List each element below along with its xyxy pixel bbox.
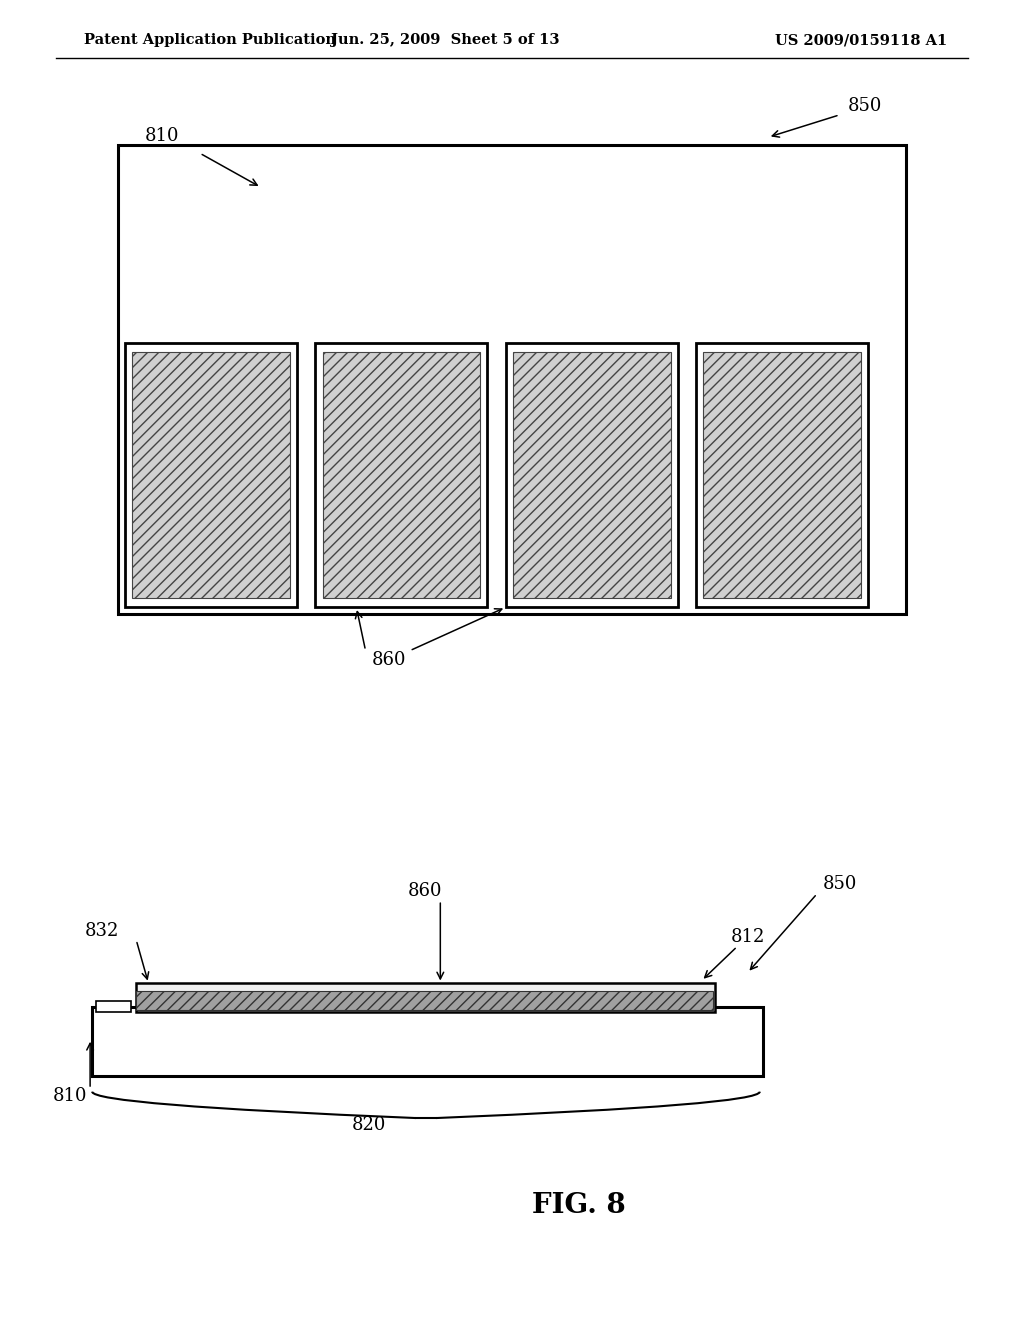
Text: 832: 832 [85, 921, 120, 940]
Bar [506, 343, 678, 607]
Text: 812: 812 [730, 928, 765, 946]
Text: 860: 860 [408, 882, 442, 900]
Text: 860: 860 [372, 651, 407, 669]
Bar [703, 352, 861, 598]
Bar [118, 145, 906, 614]
Bar [92, 1007, 763, 1076]
Text: Patent Application Publication: Patent Application Publication [84, 33, 336, 48]
Text: 810: 810 [52, 1086, 87, 1105]
Bar [513, 352, 671, 598]
Text: 810: 810 [144, 127, 179, 145]
Bar [315, 343, 487, 607]
Bar [696, 343, 868, 607]
Text: FIG. 8: FIG. 8 [531, 1192, 626, 1218]
Text: 850: 850 [848, 96, 883, 115]
Bar [96, 1001, 131, 1012]
Bar [136, 983, 715, 1012]
Bar [136, 991, 713, 1010]
Bar [125, 343, 297, 607]
Text: 820: 820 [351, 1115, 386, 1134]
Bar [323, 352, 480, 598]
Text: US 2009/0159118 A1: US 2009/0159118 A1 [775, 33, 947, 48]
Bar [132, 352, 290, 598]
Text: Jun. 25, 2009  Sheet 5 of 13: Jun. 25, 2009 Sheet 5 of 13 [331, 33, 560, 48]
Text: 850: 850 [822, 875, 857, 894]
